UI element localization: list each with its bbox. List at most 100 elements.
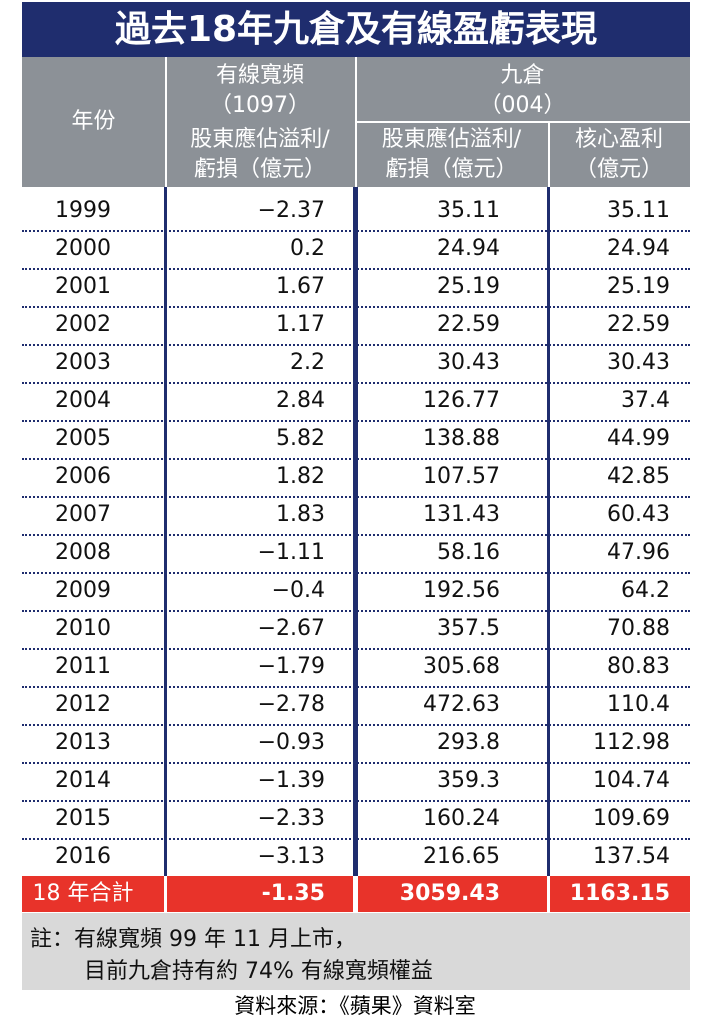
- table-cell: 126.77: [423, 388, 500, 413]
- table-cell: 24.94: [607, 236, 670, 261]
- table-cell: 2006: [55, 464, 111, 489]
- table-cell: 137.54: [593, 844, 670, 869]
- table-cell: 2010: [55, 616, 111, 641]
- total-cell: 1163.15: [569, 881, 670, 906]
- table-cell: −1.11: [257, 540, 325, 565]
- table-cell: −0.93: [257, 730, 325, 755]
- table-cell: 2015: [55, 806, 111, 831]
- table-cell: 30.43: [437, 350, 500, 375]
- total-cell: 18 年合計: [32, 881, 134, 906]
- source: 資料來源：《蘋果》資料室: [234, 994, 476, 1018]
- table-cell: 112.98: [593, 730, 670, 755]
- table-cell: −2.67: [257, 616, 325, 641]
- table-cell: 305.68: [423, 654, 500, 679]
- table-cell: 2.84: [276, 388, 325, 413]
- table-cell: 35.11: [437, 198, 500, 223]
- table-cell: 22.59: [437, 312, 500, 337]
- header-cell: 股東應佔溢利/: [190, 127, 330, 152]
- table-cell: 131.43: [423, 502, 500, 527]
- total-divider: [547, 876, 550, 912]
- table-row: 2010 −2.67 357.5 70.88: [22, 610, 690, 650]
- table-cell: 25.19: [437, 274, 500, 299]
- table-cell: 58.16: [437, 540, 500, 565]
- table-cell: 109.69: [593, 806, 670, 831]
- table-cell: 64.2: [621, 578, 670, 603]
- column-divider: [164, 187, 167, 876]
- header-cell: 虧損（億元）: [193, 157, 326, 182]
- total-cell: 3059.43: [399, 881, 500, 906]
- table-cell: −0.4: [271, 578, 325, 603]
- table-cell: 110.4: [607, 692, 670, 717]
- table-cell: 2004: [55, 388, 111, 413]
- table-cell: 138.88: [423, 426, 500, 451]
- table-cell: 44.99: [607, 426, 670, 451]
- table-cell: −2.37: [257, 198, 325, 223]
- table-cell: 2007: [55, 502, 111, 527]
- header-cell: 虧損（億元）: [385, 157, 518, 182]
- table-cell: 80.83: [607, 654, 670, 679]
- header-cell: 九倉: [500, 63, 545, 88]
- table-cell: 5.82: [276, 426, 325, 451]
- table-cell: 0.2: [290, 236, 325, 261]
- table-cell: −2.78: [257, 692, 325, 717]
- table-cell: 35.11: [607, 198, 670, 223]
- table-cell: 2016: [55, 844, 111, 869]
- table-cell: 2008: [55, 540, 111, 565]
- table-cell: 24.94: [437, 236, 500, 261]
- table-cell: −2.33: [257, 806, 325, 831]
- table-cell: 2009: [55, 578, 111, 603]
- header-year: 年份: [71, 109, 116, 134]
- table-cell: 2002: [55, 312, 111, 337]
- table-cell: 2012: [55, 692, 111, 717]
- table-cell: 2.2: [290, 350, 325, 375]
- table-cell: 47.96: [607, 540, 670, 565]
- table-cell: 2011: [55, 654, 111, 679]
- total-cell: -1.35: [261, 881, 325, 906]
- table-cell: 2005: [55, 426, 111, 451]
- table-cell: 2013: [55, 730, 111, 755]
- table-cell: 2001: [55, 274, 111, 299]
- table-cell: 104.74: [593, 768, 670, 793]
- table-cell: 25.19: [607, 274, 670, 299]
- table-cell: 472.63: [423, 692, 500, 717]
- table-cell: −1.39: [257, 768, 325, 793]
- table-cell: 293.8: [437, 730, 500, 755]
- table-cell: 70.88: [607, 616, 670, 641]
- note-line: 目前九倉持有約 74% 有線寬頻權益: [84, 959, 433, 984]
- table-cell: 107.57: [423, 464, 500, 489]
- table-cell: −1.79: [257, 654, 325, 679]
- table-cell: 192.56: [423, 578, 500, 603]
- table-cell: 37.4: [621, 388, 670, 413]
- header-cell: 股東應佔溢利/: [381, 127, 522, 152]
- column-divider: [547, 187, 550, 876]
- note-line: 註：有線寬頻 99 年 11 月上市，: [30, 927, 356, 952]
- header-cell: 核心盈利: [574, 127, 663, 152]
- note: 註：有線寬頻 99 年 11 月上市， 目前九倉持有約 74% 有線寬頻權益: [22, 913, 690, 990]
- table-cell: 22.59: [607, 312, 670, 337]
- header-cell: （1097）: [210, 93, 310, 118]
- table-cell: 2014: [55, 768, 111, 793]
- table-cell: 60.43: [607, 502, 670, 527]
- header-cell: （004）: [479, 93, 566, 118]
- table-cell: 357.5: [437, 616, 500, 641]
- table-cell: 359.3: [437, 768, 500, 793]
- table-cell: 42.85: [607, 464, 670, 489]
- table-row: 2014 −1.39 359.3 104.74: [22, 762, 690, 802]
- table-cell: 1.82: [276, 464, 325, 489]
- table-cell: 30.43: [607, 350, 670, 375]
- table-cell: 1999: [55, 198, 111, 223]
- total-divider: [164, 876, 167, 912]
- table-row: 2008 −1.11 58.16 47.96: [22, 534, 690, 574]
- table-cell: 1.17: [276, 312, 325, 337]
- table-cell: 216.65: [423, 844, 500, 869]
- title: 過去18年九倉及有線盈虧表現: [22, 2, 690, 57]
- table-cell: 2003: [55, 350, 111, 375]
- table-cell: −3.13: [257, 844, 325, 869]
- table-cell: 1.67: [276, 274, 325, 299]
- header-cell: 有線寬頻: [215, 63, 304, 88]
- column-divider: [353, 187, 358, 876]
- table-cell: 1.83: [276, 502, 325, 527]
- table-cell: 2000: [55, 236, 111, 261]
- table-cell: 160.24: [423, 806, 500, 831]
